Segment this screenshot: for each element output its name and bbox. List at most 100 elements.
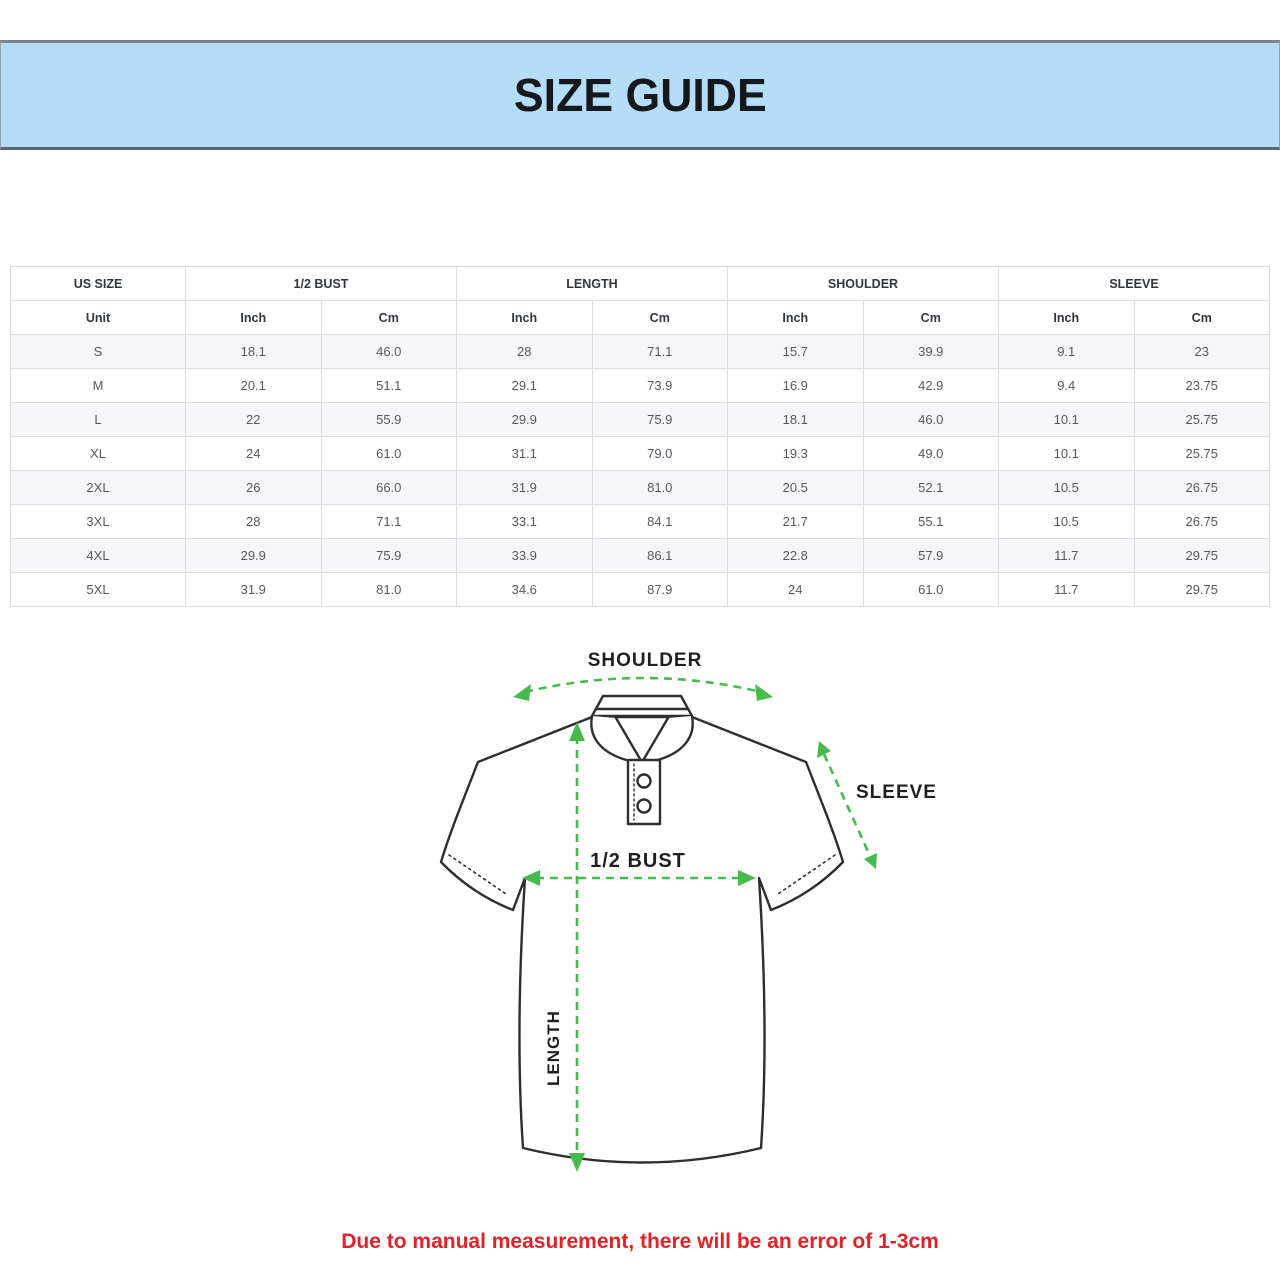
size-chart-table: US SIZE 1/2 BUST LENGTH SHOULDER SLEEVE Unit… [10, 266, 1270, 607]
shoulder-label: SHOULDER [588, 650, 703, 671]
measurement-cell: 26.75 [1133, 504, 1270, 539]
measurement-cell: 24 [727, 572, 864, 607]
table-row: 4XL 29.9 75.9 33.9 86.1 22.8 57.9 11.7 29.75 [10, 538, 1270, 573]
column-group-header: US SIZE [10, 266, 186, 301]
measurement-cell: 11.7 [998, 538, 1135, 573]
measurement-cell: 23 [1133, 334, 1270, 369]
sleeve-label: SLEEVE [856, 782, 937, 803]
button-bottom [636, 798, 652, 814]
page-title: SIZE GUIDE [513, 69, 767, 121]
measurement-cell: 33.9 [456, 538, 593, 573]
table-group-row: US SIZE 1/2 BUST LENGTH SHOULDER SLEEVE [10, 266, 1270, 301]
table-row: S 18.1 46.0 28 71.1 15.7 39.9 9.1 23 [10, 334, 1270, 369]
column-group-header: SLEEVE [998, 266, 1270, 301]
shirt-outline [439, 694, 845, 1164]
measurement-cell: 84.1 [591, 504, 728, 539]
measurement-cell: 51.1 [320, 368, 457, 403]
measurement-cell: 16.9 [727, 368, 864, 403]
measurement-cell: 29.9 [185, 538, 322, 573]
measure-arrowheads [513, 684, 877, 1172]
measurement-cell: 18.1 [185, 334, 322, 369]
measurement-cell: 52.1 [862, 470, 999, 505]
right-sleeve-stitch [777, 854, 836, 895]
column-unit-header: Cm [591, 300, 728, 335]
sleeve-arrow-up [817, 741, 831, 758]
shoulder-arrow-right [755, 684, 773, 701]
measurement-cell: 29.9 [456, 402, 593, 437]
column-group-header: LENGTH [456, 266, 728, 301]
sleeve-measure-line [822, 753, 872, 857]
measurement-cell: 10.5 [998, 470, 1135, 505]
measurement-diagram: SHOULDER SLEEVE 1/2 BUST LENGTH [430, 640, 950, 1200]
size-cell: S [10, 334, 186, 369]
measure-lines [524, 676, 872, 1158]
measurement-cell: 28 [185, 504, 322, 539]
measurement-cell: 18.1 [727, 402, 864, 437]
measurement-cell: 29.75 [1133, 538, 1270, 573]
length-arrow-up [569, 722, 585, 741]
measurement-cell: 46.0 [320, 334, 457, 369]
table-row: XL 24 61.0 31.1 79.0 19.3 49.0 10.1 25.75 [10, 436, 1270, 471]
measurement-cell: 24 [185, 436, 322, 471]
table-row: 2XL 26 66.0 31.9 81.0 20.5 52.1 10.5 26.75 [10, 470, 1270, 505]
placket [626, 758, 662, 826]
measurement-cell: 87.9 [591, 572, 728, 607]
column-unit-header: Inch [456, 300, 593, 335]
measurement-cell: 29.1 [456, 368, 593, 403]
column-unit-header: Inch [998, 300, 1135, 335]
column-unit-header: Inch [727, 300, 864, 335]
table-row: M 20.1 51.1 29.1 73.9 16.9 42.9 9.4 23.75 [10, 368, 1270, 403]
measurement-cell: 10.1 [998, 402, 1135, 437]
measurement-cell: 61.0 [320, 436, 457, 471]
shoulder-arrow-left [513, 684, 531, 701]
measurement-cell: 55.9 [320, 402, 457, 437]
measurement-cell: 23.75 [1133, 368, 1270, 403]
shoulder-measure-arc [524, 676, 762, 694]
measurement-cell: 46.0 [862, 402, 999, 437]
measurement-cell: 26.75 [1133, 470, 1270, 505]
measurement-cell: 75.9 [591, 402, 728, 437]
column-unit-header: Cm [320, 300, 457, 335]
column-unit-header: Unit [10, 300, 186, 335]
measurement-cell: 9.4 [998, 368, 1135, 403]
measurement-cell: 10.5 [998, 504, 1135, 539]
table-unit-row: Unit Inch Cm Inch Cm Inch Cm Inch Cm [10, 300, 1270, 335]
column-group-header: SHOULDER [727, 266, 999, 301]
measurement-cell: 34.6 [456, 572, 593, 607]
measurement-cell: 31.9 [456, 470, 593, 505]
size-cell: 4XL [10, 538, 186, 573]
bust-arrow-left [522, 870, 540, 886]
size-cell: 2XL [10, 470, 186, 505]
measurement-cell: 15.7 [727, 334, 864, 369]
measurement-cell: 75.9 [320, 538, 457, 573]
measurement-cell: 20.5 [727, 470, 864, 505]
measurement-cell: 81.0 [320, 572, 457, 607]
polo-shirt-illustration: SHOULDER SLEEVE 1/2 BUST LENGTH [439, 650, 937, 1172]
table-row: 3XL 28 71.1 33.1 84.1 21.7 55.1 10.5 26.75 [10, 504, 1270, 539]
table-body: S 18.1 46.0 28 71.1 15.7 39.9 9.1 23 M 20.1 51.1 29.… [10, 334, 1270, 607]
measurement-cell: 39.9 [862, 334, 999, 369]
length-arrow-down [569, 1153, 585, 1172]
measurement-cell: 31.9 [185, 572, 322, 607]
shirt-body [439, 715, 845, 1164]
size-cell: L [10, 402, 186, 437]
measurement-cell: 42.9 [862, 368, 999, 403]
size-cell: XL [10, 436, 186, 471]
column-unit-header: Cm [1133, 300, 1270, 335]
measurement-cell: 9.1 [998, 334, 1135, 369]
collar-band [590, 694, 694, 718]
measurement-cell: 49.0 [862, 436, 999, 471]
measurement-cell: 25.75 [1133, 402, 1270, 437]
column-unit-header: Inch [185, 300, 322, 335]
size-cell: M [10, 368, 186, 403]
measurement-cell: 86.1 [591, 538, 728, 573]
measurement-cell: 11.7 [998, 572, 1135, 607]
measurement-cell: 25.75 [1133, 436, 1270, 471]
column-group-header: 1/2 BUST [185, 266, 457, 301]
size-cell: 5XL [10, 572, 186, 607]
size-cell: 3XL [10, 504, 186, 539]
measurement-cell: 33.1 [456, 504, 593, 539]
button-top [636, 773, 652, 789]
measurement-cell: 71.1 [320, 504, 457, 539]
